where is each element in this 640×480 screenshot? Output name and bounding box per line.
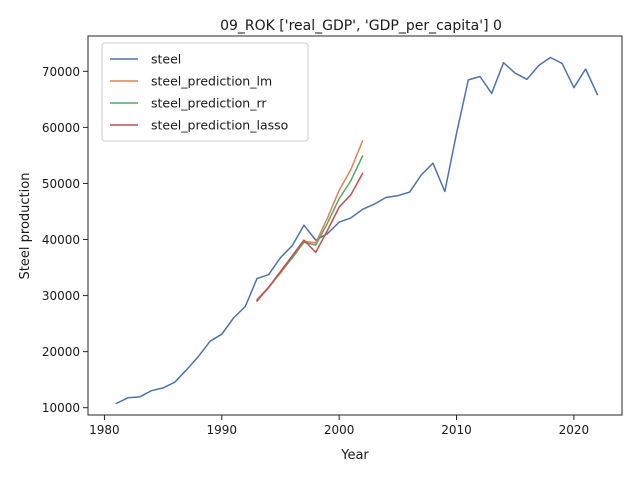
plot-frame	[87, 35, 623, 416]
y-axis: 10000 20000 30000 40000 50000 60000 70000	[42, 65, 88, 415]
plot-area	[115, 56, 599, 405]
chart-title: 09_ROK ['real_GDP', 'GDP_per_capita'] 0	[220, 18, 502, 34]
x-axis-label: Year	[340, 448, 369, 463]
x-axis: 1980 1990 2000 2010 2020	[89, 415, 589, 437]
series-line-steel-prediction-lasso	[256, 172, 364, 302]
x-tick-label: 2010	[441, 423, 472, 437]
y-tick-label: 30000	[42, 289, 80, 303]
legend-box	[101, 42, 309, 142]
x-tick-label: 1990	[207, 423, 238, 437]
legend-label: steel_prediction_lm	[151, 74, 272, 89]
y-tick-label: 10000	[42, 401, 80, 415]
y-tick-label: 50000	[42, 177, 80, 191]
y-tick-label: 20000	[42, 345, 80, 359]
x-tick-label: 2000	[324, 423, 355, 437]
legend: steel steel_prediction_lm steel_prediction…	[101, 42, 309, 142]
y-axis-label: Steel production	[18, 173, 33, 280]
y-tick-label: 70000	[42, 65, 80, 79]
legend-label: steel_prediction_rr	[151, 96, 267, 111]
legend-label: steel	[151, 52, 181, 67]
series-line-steel	[115, 56, 599, 405]
y-tick-label: 40000	[42, 233, 80, 247]
x-tick-label: 2020	[559, 423, 590, 437]
x-tick-label: 1980	[89, 423, 120, 437]
legend-label: steel_prediction_lasso	[151, 118, 288, 133]
y-tick-label: 60000	[42, 121, 80, 135]
